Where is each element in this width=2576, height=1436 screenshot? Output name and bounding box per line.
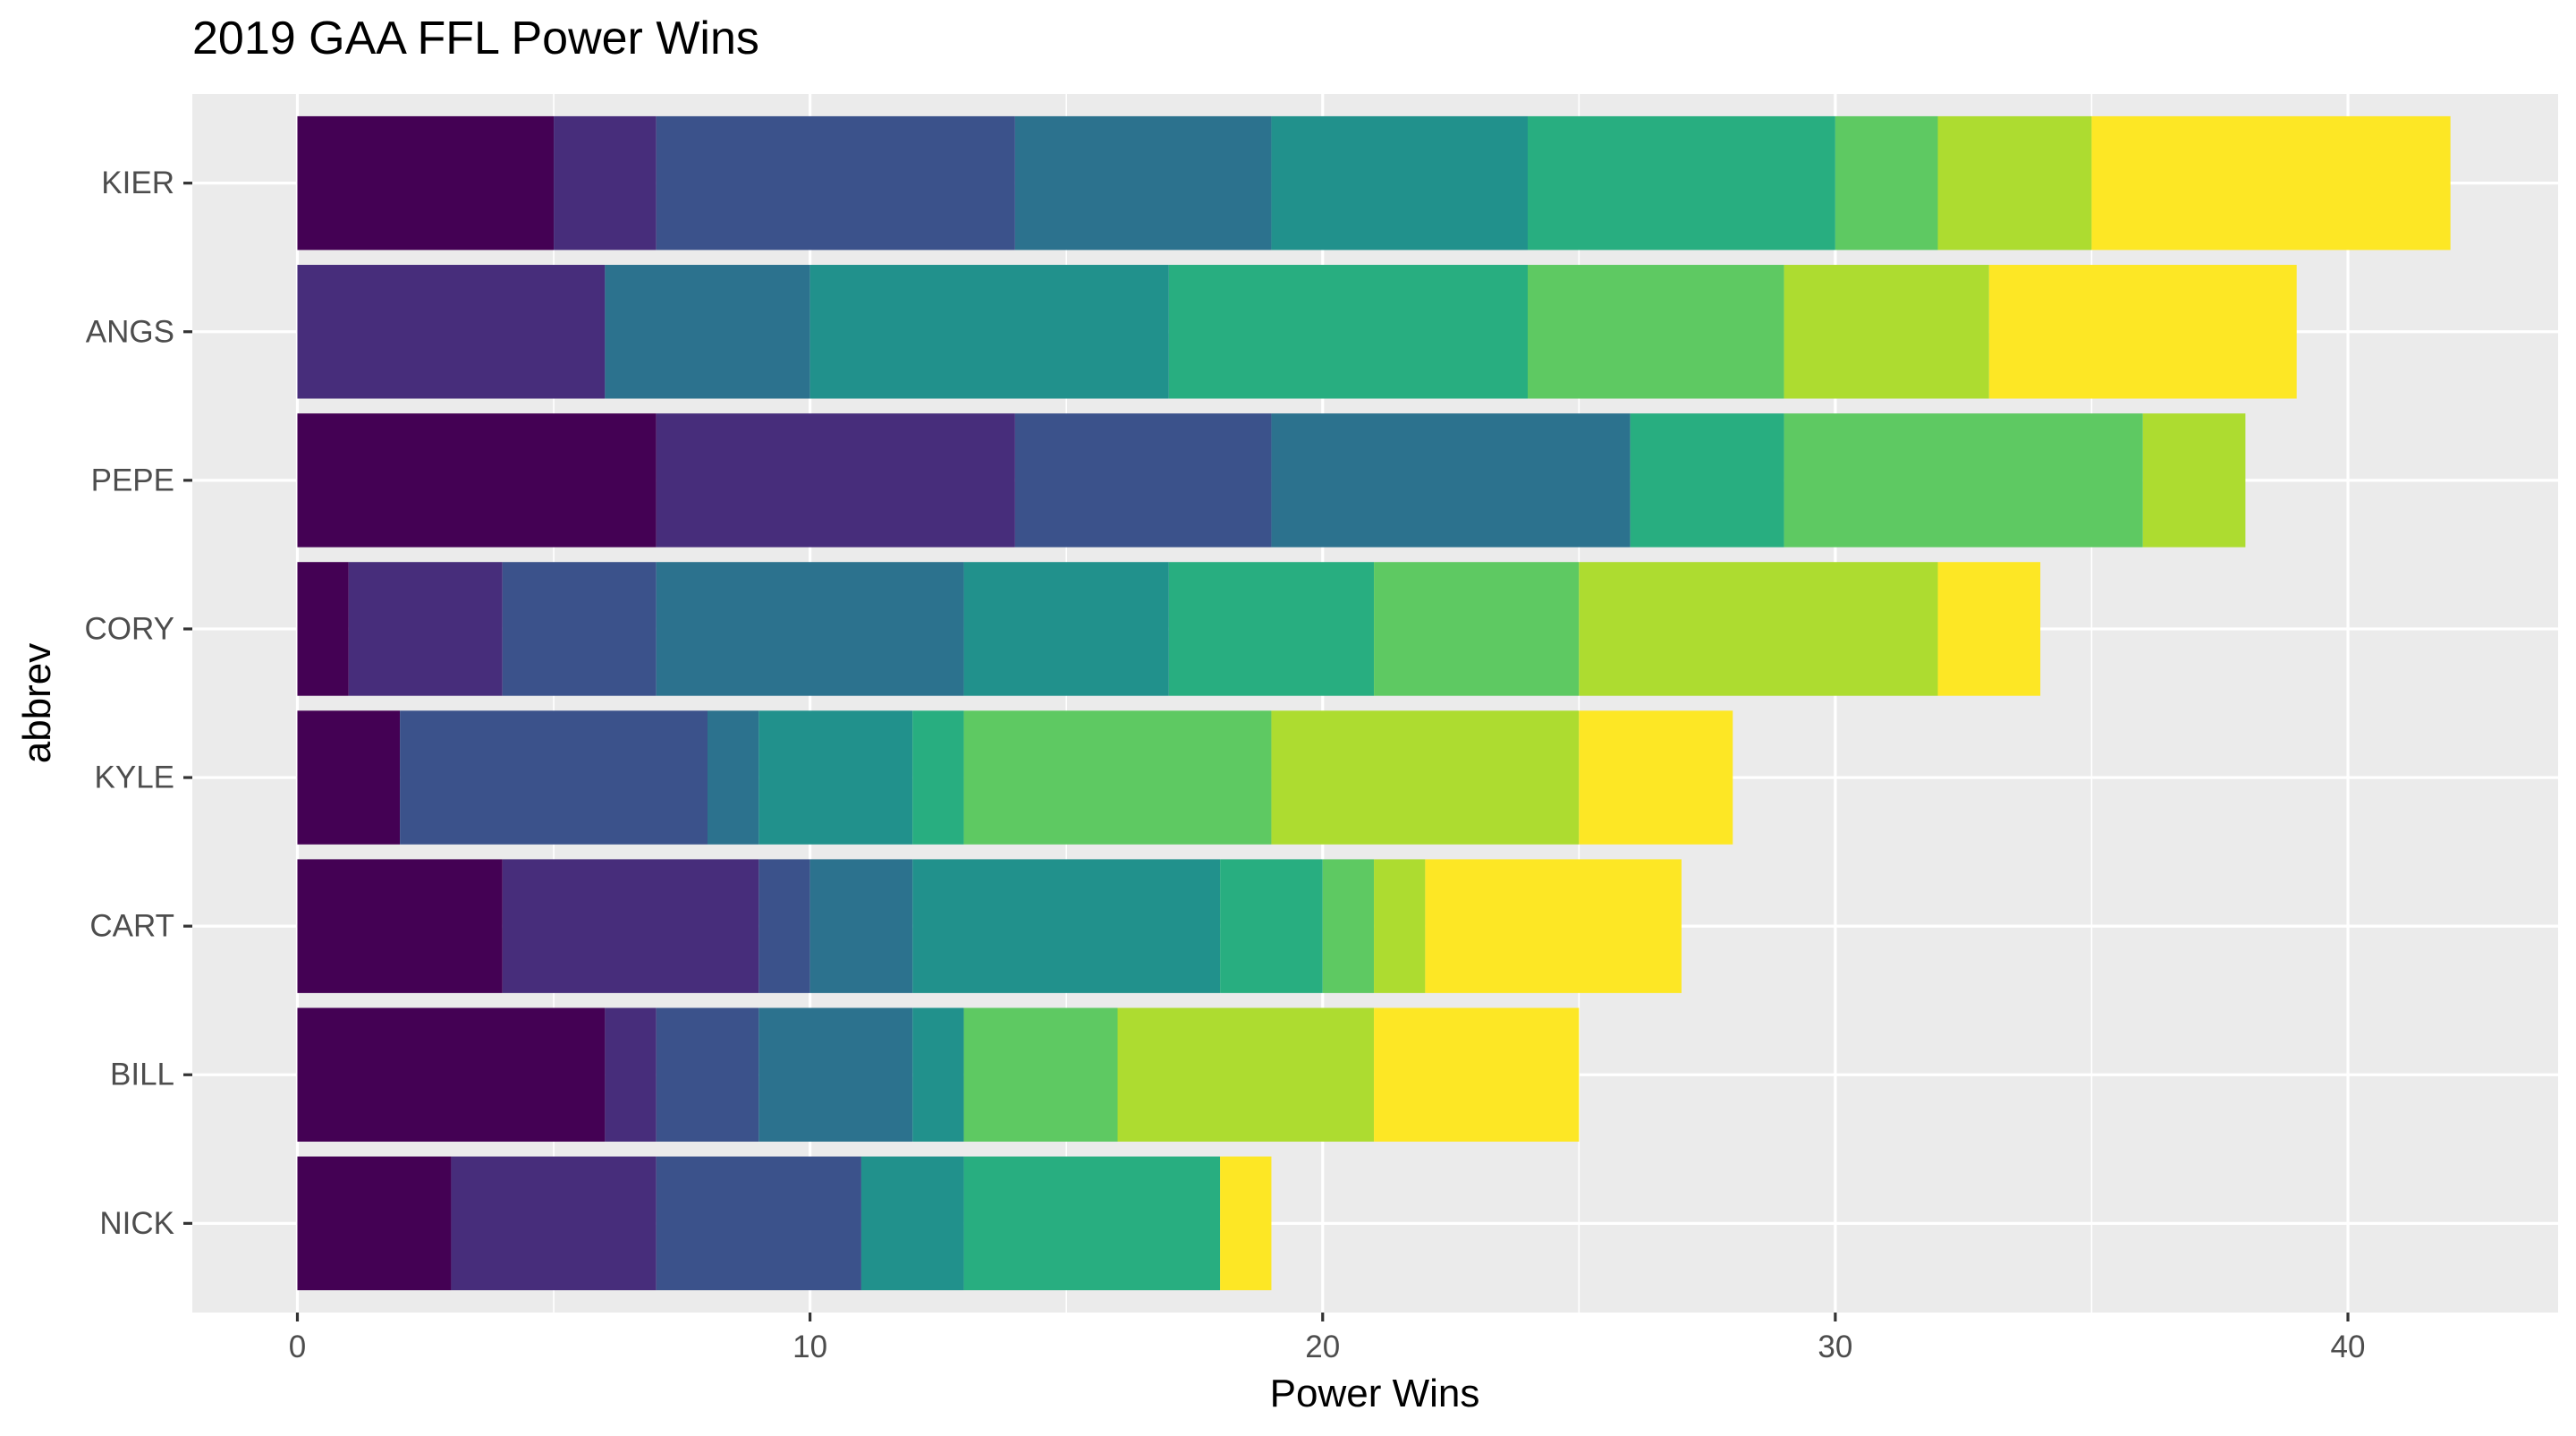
bar-segment-bill-4: [758, 1007, 913, 1142]
y-axis: KIER ANGS PEPE CORY KYLE CART BILL NICK: [85, 166, 192, 1241]
y-tick-label: KIER: [101, 166, 174, 200]
bar-segment-nick-6: [963, 1156, 1221, 1291]
bar-segment-bill-2: [605, 1007, 657, 1142]
bar-segment-angs-9: [1988, 265, 2297, 399]
y-tick-label: ANGS: [86, 314, 174, 349]
bar-segment-cory-5: [963, 562, 1169, 696]
bar-segment-nick-2: [451, 1156, 657, 1291]
bar-segment-cory-2: [348, 562, 503, 696]
bar-segment-kier-1: [297, 115, 555, 251]
y-tick-label: CART: [89, 909, 174, 944]
bar-segment-cory-4: [656, 562, 964, 696]
y-tick-label: KYLE: [95, 760, 175, 795]
bar-segment-kier-2: [554, 115, 657, 251]
bar-segment-pepe-8: [2142, 413, 2246, 548]
x-axis: 0 10 20 30 40: [289, 1313, 2366, 1364]
bar-segment-pepe-3: [1014, 413, 1272, 548]
bar-segment-cory-3: [502, 562, 657, 696]
bar-segment-cart-9: [1425, 859, 1682, 993]
x-tick-label: 0: [289, 1330, 306, 1364]
bar-segment-cart-2: [502, 859, 759, 993]
bar-segment-kier-3: [656, 115, 1015, 251]
bar-segment-cart-4: [809, 859, 913, 993]
bar-segment-pepe-6: [1630, 413, 1784, 548]
bar-segment-cart-5: [912, 859, 1221, 993]
x-tick-label: 10: [792, 1330, 827, 1364]
bar-segment-pepe-4: [1271, 413, 1631, 548]
y-tick-label: CORY: [85, 611, 175, 646]
bars: [297, 115, 2451, 1291]
bar-segment-kier-6: [1528, 115, 1835, 251]
x-axis-title: Power Wins: [1270, 1372, 1480, 1415]
y-tick-label: BILL: [110, 1058, 174, 1092]
bar-segment-kier-7: [1835, 115, 1938, 251]
bar-segment-pepe-7: [1784, 413, 2143, 548]
bar-segment-cory-9: [1937, 562, 2041, 696]
bar-segment-nick-3: [656, 1156, 861, 1291]
bar-segment-angs-4: [605, 265, 810, 399]
bar-segment-angs-8: [1784, 265, 1989, 399]
x-tick-label: 40: [2331, 1330, 2366, 1364]
bar-segment-angs-7: [1528, 265, 1784, 399]
bar-segment-bill-5: [912, 1007, 964, 1142]
bar-segment-pepe-2: [656, 413, 1015, 548]
bar-segment-cart-3: [758, 859, 810, 993]
bar-segment-kier-8: [1937, 115, 2092, 251]
bar-segment-nick-1: [297, 1156, 452, 1291]
x-tick-label: 20: [1305, 1330, 1340, 1364]
bar-segment-kier-5: [1271, 115, 1529, 251]
bar-segment-cart-7: [1322, 859, 1375, 993]
bar-segment-angs-6: [1168, 265, 1529, 399]
chart-title: 2019 GAA FFL Power Wins: [192, 13, 759, 64]
bar-segment-kyle-1: [297, 710, 401, 845]
bar-segment-angs-5: [809, 265, 1169, 399]
bar-segment-kyle-9: [1579, 710, 1733, 845]
bar-segment-cory-6: [1168, 562, 1375, 696]
bar-segment-bill-1: [297, 1007, 606, 1142]
y-axis-title: abbrev: [15, 643, 59, 764]
bar-segment-cory-8: [1579, 562, 1938, 696]
bar-segment-cory-1: [297, 562, 349, 696]
bar-segment-cart-6: [1220, 859, 1323, 993]
bar-segment-nick-9: [1220, 1156, 1272, 1291]
bar-segment-kyle-3: [400, 710, 708, 845]
y-tick-label: NICK: [99, 1206, 174, 1241]
bar-segment-bill-3: [656, 1007, 759, 1142]
bar-segment-kier-9: [2091, 115, 2451, 251]
bar-segment-kier-4: [1014, 115, 1272, 251]
bar-segment-kyle-6: [912, 710, 964, 845]
bar-segment-bill-8: [1117, 1007, 1375, 1142]
bar-segment-bill-7: [963, 1007, 1118, 1142]
bar-segment-kyle-8: [1271, 710, 1580, 845]
bar-segment-kyle-5: [758, 710, 913, 845]
bar-segment-bill-9: [1374, 1007, 1580, 1142]
bar-segment-pepe-1: [297, 413, 657, 548]
bar-segment-kyle-4: [707, 710, 759, 845]
bar-segment-nick-5: [860, 1156, 964, 1291]
bar-segment-kyle-7: [963, 710, 1272, 845]
y-tick-label: PEPE: [91, 463, 174, 497]
bar-segment-cart-1: [297, 859, 503, 993]
x-tick-label: 30: [1818, 1330, 1852, 1364]
bar-segment-cart-8: [1374, 859, 1426, 993]
bar-segment-angs-2: [297, 265, 606, 399]
bar-segment-cory-7: [1374, 562, 1580, 696]
